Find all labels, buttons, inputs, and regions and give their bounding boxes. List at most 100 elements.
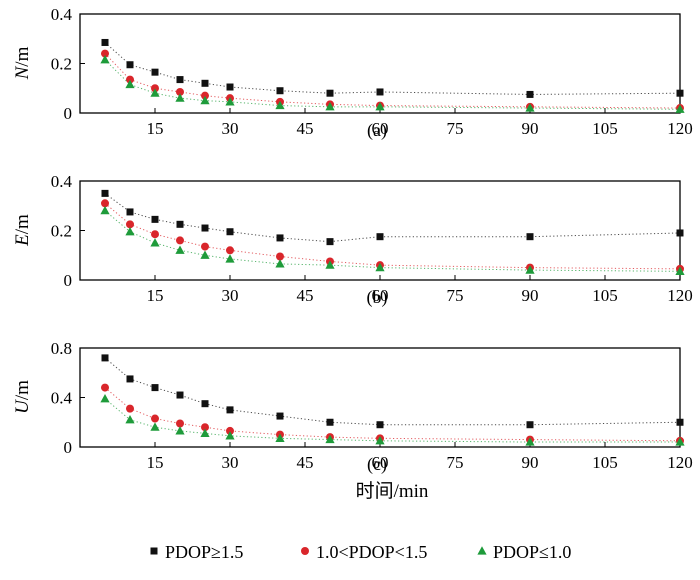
data-point <box>200 250 210 259</box>
data-point <box>200 95 210 105</box>
data-point <box>225 431 235 440</box>
x-tick-label: 75 <box>447 286 464 305</box>
data-point <box>151 414 159 423</box>
data-point <box>101 189 109 197</box>
data-point <box>325 260 335 269</box>
data-point <box>325 102 335 111</box>
legend-label: PDOP≥1.5 <box>165 542 243 562</box>
data-point <box>376 88 384 96</box>
legend-marker <box>150 547 158 555</box>
series-trend-line <box>104 398 680 443</box>
panel-label: (b) <box>367 287 388 308</box>
data-point <box>151 84 159 93</box>
data-point <box>126 404 134 413</box>
axes-frame <box>79 347 681 448</box>
x-tick-label: 90 <box>522 286 539 305</box>
legend-label: PDOP≤1.0 <box>493 542 571 562</box>
y-axis-label: U/m <box>12 380 33 414</box>
y-axis-label: E/m <box>12 214 33 247</box>
data-point <box>125 79 135 89</box>
data-point <box>175 93 185 102</box>
y-tick-label: 0 <box>64 271 73 290</box>
panel-a: 15 30 45 60 75 90 105 120 0 0.2 0.4 N/m (a) <box>12 5 693 141</box>
x-tick-label: 75 <box>447 453 464 472</box>
data-point <box>101 354 109 362</box>
data-point <box>201 400 209 408</box>
y-axis-variable: E <box>12 234 33 247</box>
data-point <box>100 205 110 215</box>
data-point <box>676 418 684 426</box>
data-point <box>201 91 209 100</box>
y-tick-label: 0.8 <box>51 339 72 358</box>
x-tick-label: 30 <box>222 286 239 305</box>
y-axis-variable: U <box>12 399 33 414</box>
data-point <box>226 406 234 414</box>
y-axis-unit: /m <box>12 380 33 400</box>
data-point <box>526 233 534 241</box>
data-point <box>326 89 334 97</box>
data-point <box>176 87 184 96</box>
data-point <box>375 436 385 445</box>
data-point <box>276 252 284 261</box>
data-point <box>150 88 160 97</box>
data-point <box>101 199 109 208</box>
data-point <box>676 229 684 237</box>
data-point <box>150 422 160 431</box>
x-tick-label: 105 <box>592 286 618 305</box>
data-point <box>525 265 535 274</box>
x-tick-label: 120 <box>667 286 693 305</box>
data-point <box>151 230 159 239</box>
data-point <box>226 426 234 435</box>
x-axis-label: 时间/min <box>356 480 429 502</box>
data-point <box>100 393 110 403</box>
panel-label: (c) <box>367 454 387 475</box>
data-point <box>275 259 285 268</box>
data-point <box>275 100 285 110</box>
series-trend-line <box>104 53 681 109</box>
x-tick-label: 15 <box>147 286 164 305</box>
y-tick-label: 0.4 <box>51 389 73 408</box>
y-axis-variable: N <box>12 65 33 80</box>
panel-label: (a) <box>367 120 387 141</box>
x-tick-label: 75 <box>447 119 464 138</box>
data-point <box>201 423 209 432</box>
series-trend-line <box>104 192 681 243</box>
data-point <box>125 226 135 236</box>
data-point <box>675 266 685 275</box>
data-point <box>150 238 160 247</box>
x-tick-label: 90 <box>522 119 539 138</box>
data-point <box>225 254 235 263</box>
data-point <box>225 97 235 106</box>
x-tick-label: 120 <box>667 453 693 472</box>
data-point <box>126 220 134 229</box>
data-point <box>201 224 209 232</box>
data-point <box>375 102 385 111</box>
y-tick-label: 0.4 <box>51 172 73 191</box>
y-axis-label: N/m <box>12 46 33 80</box>
data-point <box>176 419 184 428</box>
x-tick-label: 30 <box>222 453 239 472</box>
data-point <box>326 238 334 246</box>
series-trend-line <box>104 210 681 272</box>
data-point <box>176 236 184 245</box>
data-point <box>276 87 284 95</box>
x-tick-label: 60 <box>372 119 389 138</box>
data-point <box>126 61 134 69</box>
data-point <box>526 421 534 429</box>
legend-label: 1.0<PDOP<1.5 <box>316 542 427 562</box>
data-point <box>201 79 209 87</box>
axes-frame <box>79 13 681 114</box>
data-point <box>276 234 284 242</box>
data-point <box>151 215 159 223</box>
data-point <box>175 245 185 254</box>
data-point <box>325 434 335 444</box>
series-trend-line <box>104 59 681 110</box>
x-tick-label: 45 <box>297 286 314 305</box>
data-point <box>101 383 109 392</box>
x-tick-label: 105 <box>592 453 618 472</box>
data-point <box>675 437 685 446</box>
series-trend-line <box>104 387 681 442</box>
data-point <box>226 246 234 255</box>
